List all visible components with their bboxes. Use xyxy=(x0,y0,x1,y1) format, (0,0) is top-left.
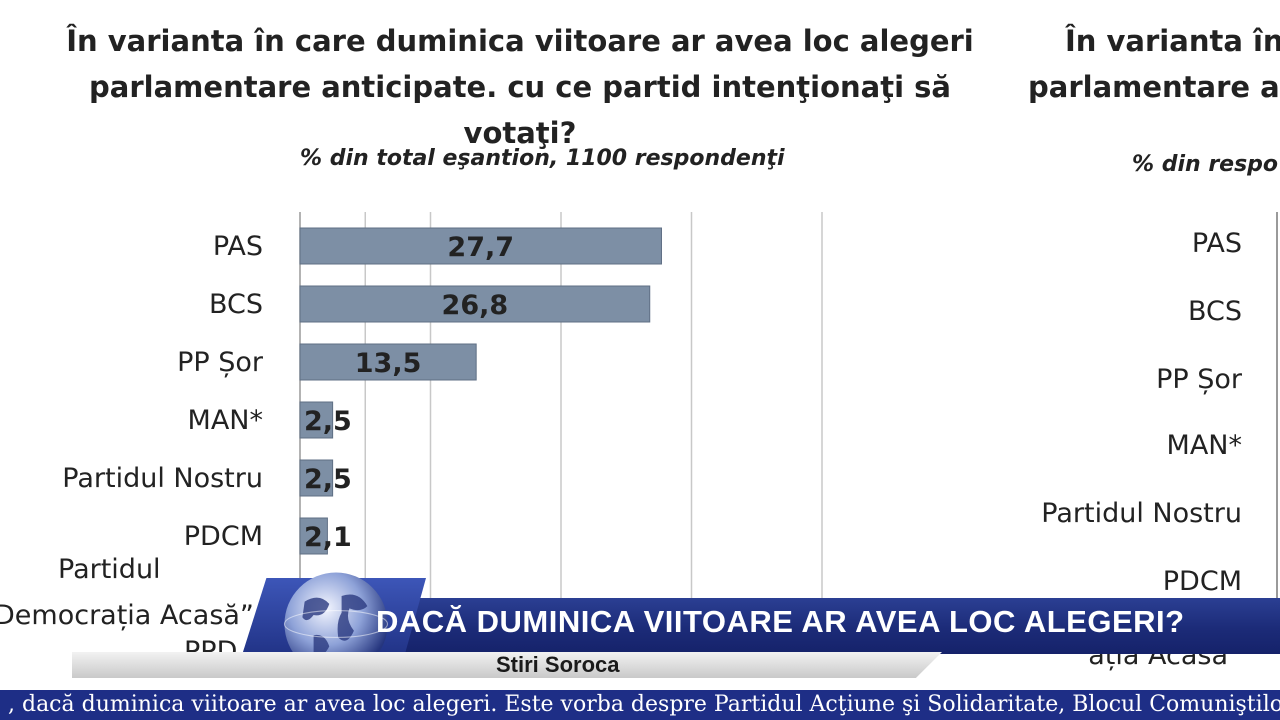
ticker-text: , dacă duminica viitoare ar avea loc ale… xyxy=(8,692,1280,717)
right-category-label: PP Șor xyxy=(1156,364,1242,395)
category-label: PAS xyxy=(213,231,263,262)
news-ticker: , dacă duminica viitoare ar avea loc ale… xyxy=(0,690,1280,720)
chart-subtitle: % din total eşantion, 1100 respondenţi xyxy=(300,146,785,171)
right-category-label: Partidul Nostru xyxy=(1041,498,1242,529)
bar-2 xyxy=(299,343,477,381)
bar-0 xyxy=(299,227,662,265)
right-chart-title-line-2: parlamentare an xyxy=(1028,70,1280,104)
category-label: Partidul Nostru xyxy=(62,463,263,494)
headline-banner xyxy=(260,598,1280,654)
value-label: 2,1 xyxy=(304,522,352,553)
chart-title-line-2: parlamentare anticipate. cu ce partid in… xyxy=(89,70,951,150)
right-chart-title-line-1: În varianta în c xyxy=(1065,24,1280,58)
headline-text: DACĂ DUMINICA VIITOARE AR AVEA LOC ALEGE… xyxy=(376,604,1185,639)
channel-bar xyxy=(72,652,942,678)
bar-3 xyxy=(299,401,334,439)
category-label: BCS xyxy=(209,289,263,320)
value-label: 26,8 xyxy=(442,290,509,321)
right-category-label: MAN* xyxy=(1166,430,1242,461)
chart-title-line-1: În varianta în care duminica viitoare ar… xyxy=(66,24,974,58)
category-label: PDCM xyxy=(184,521,263,552)
value-label: 13,5 xyxy=(355,348,422,379)
value-label: 2,5 xyxy=(304,406,352,437)
category-label: PP Șor xyxy=(177,347,264,378)
bar-4 xyxy=(299,459,334,497)
right-category-label: BCS xyxy=(1187,296,1242,327)
category-label: MAN* xyxy=(188,405,263,436)
right-category-label: PDCM xyxy=(1162,566,1242,597)
channel-name: Stiri Soroca xyxy=(496,652,620,677)
partial-category-label: Democrația Acasă” xyxy=(0,600,254,631)
right-category-label: PAS xyxy=(1191,228,1242,259)
bar-5 xyxy=(299,517,328,555)
right-chart-subtitle: % din respo xyxy=(1132,152,1279,177)
partial-category-label: Partidul xyxy=(58,554,161,585)
value-label: 27,7 xyxy=(447,232,514,263)
value-label: 2,5 xyxy=(304,464,352,495)
globe-icon xyxy=(283,572,389,676)
bar-1 xyxy=(299,285,651,323)
